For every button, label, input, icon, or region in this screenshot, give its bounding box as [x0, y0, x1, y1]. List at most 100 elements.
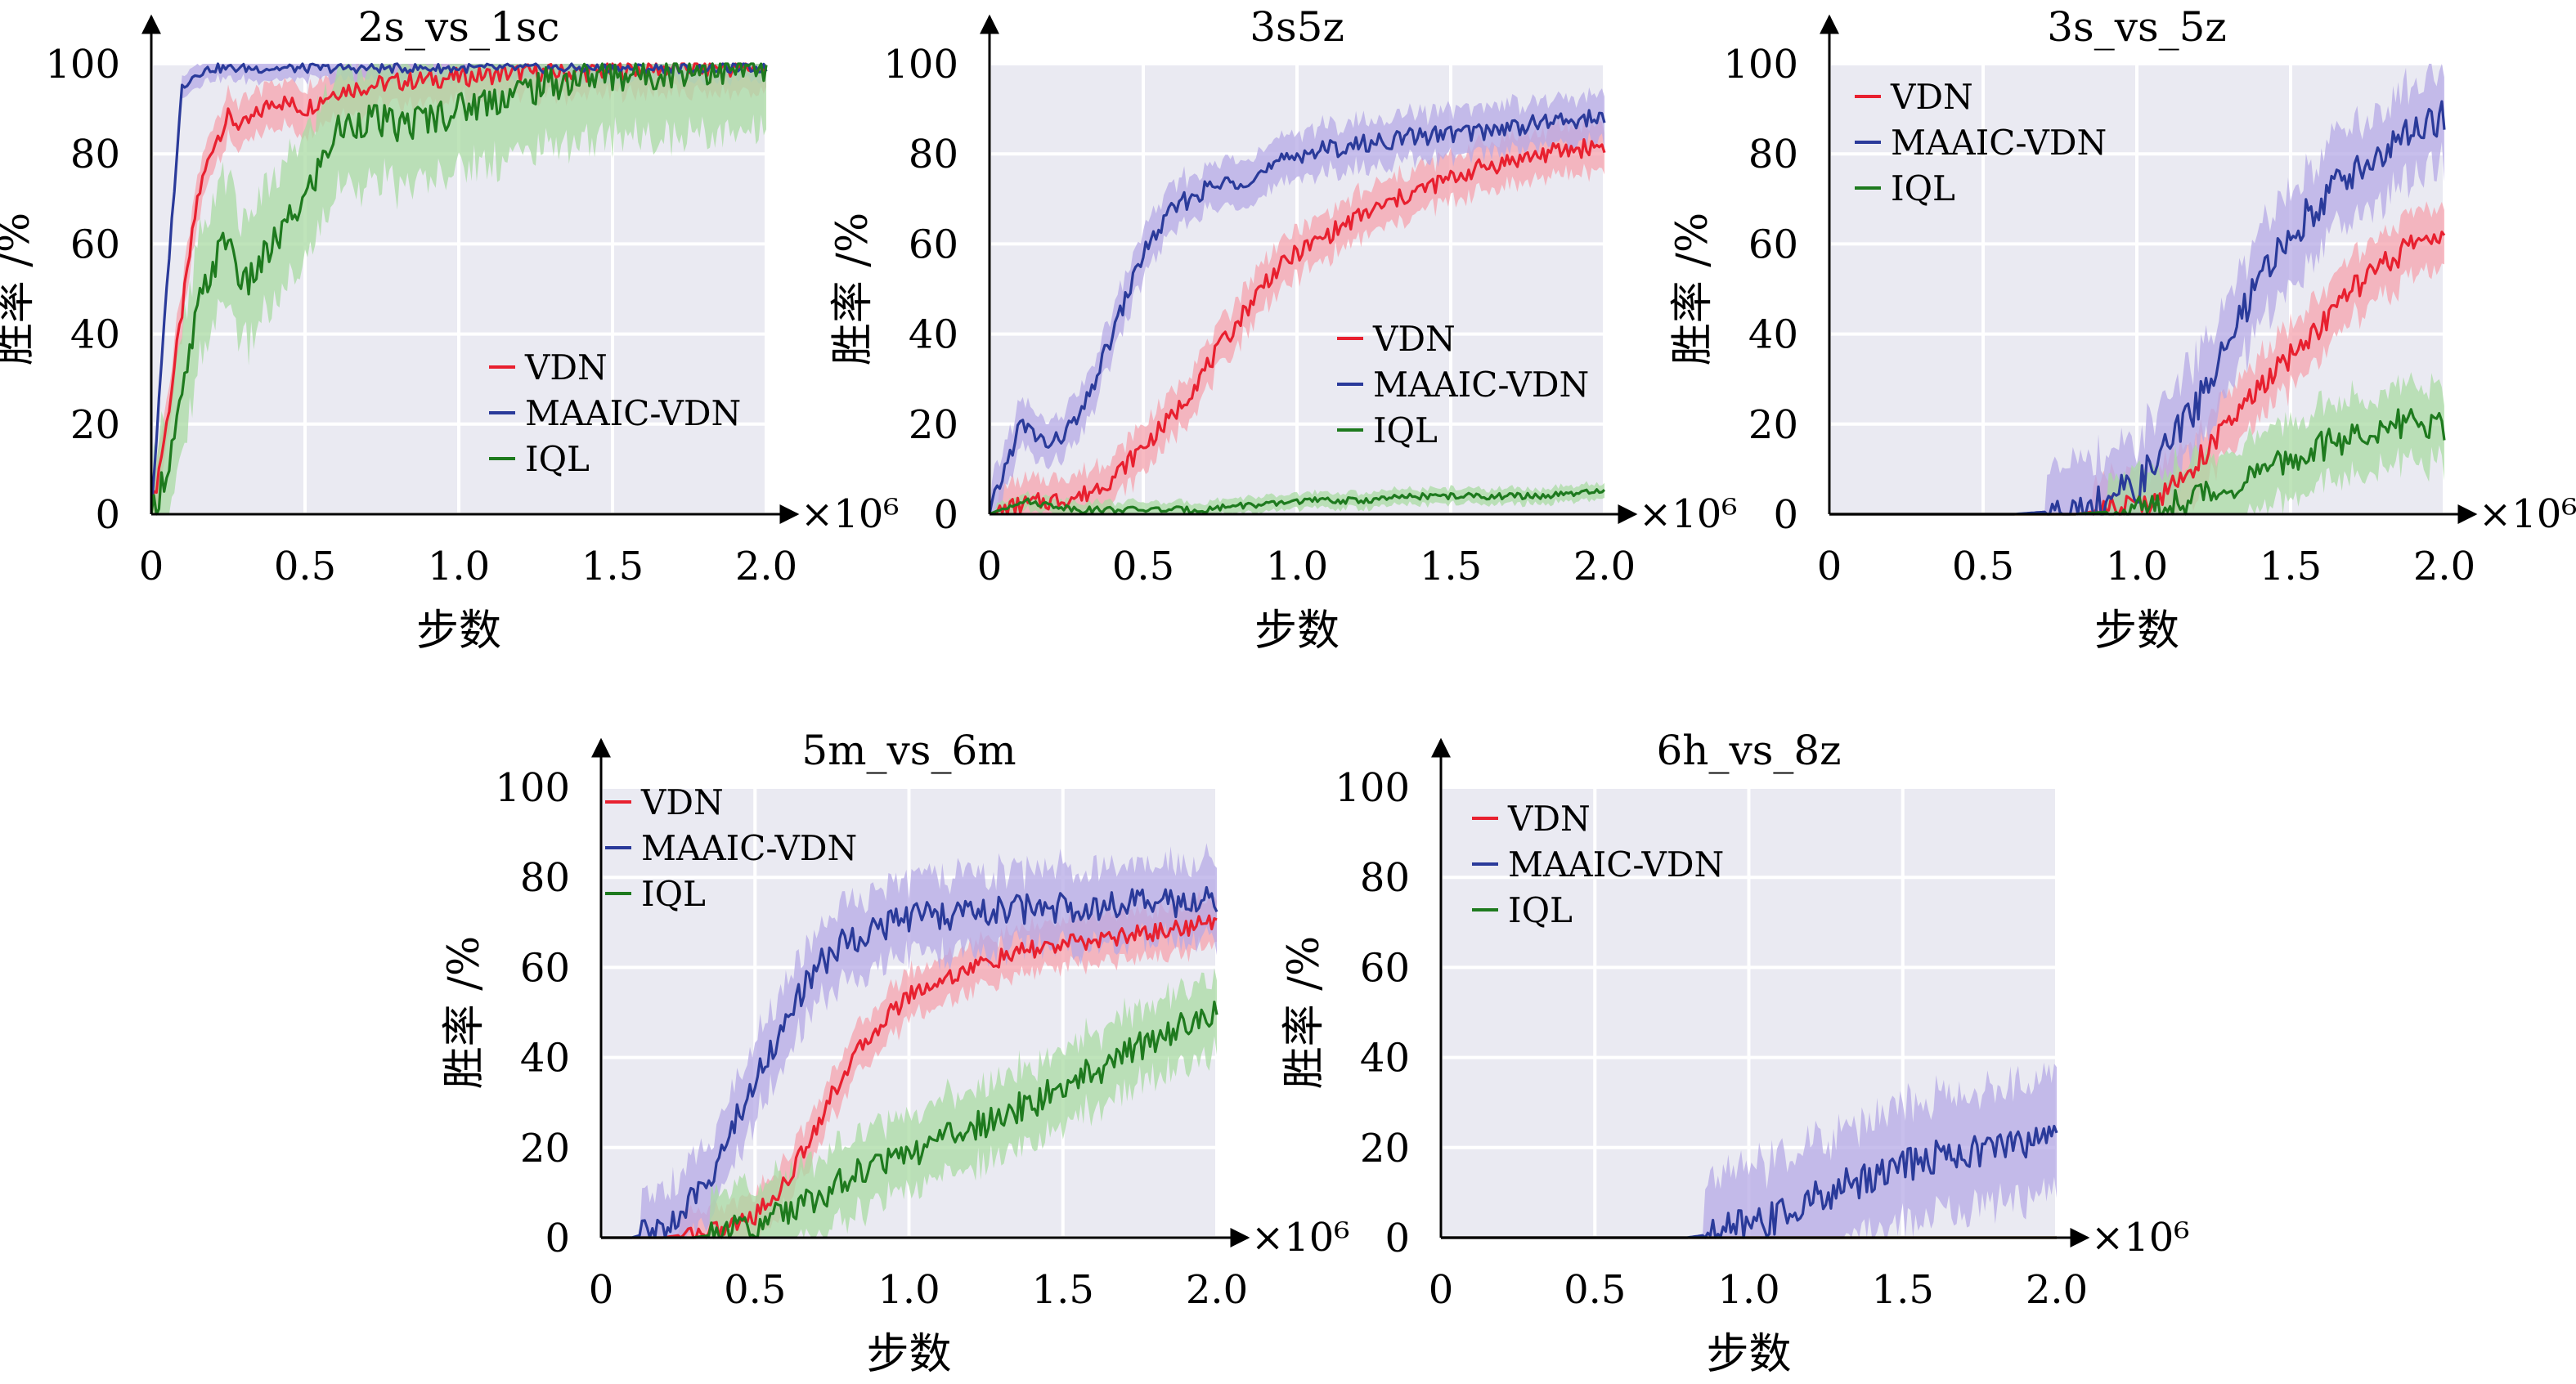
x-tick-label: 0.5	[1564, 1267, 1626, 1313]
y-tick-label: 20	[909, 402, 958, 448]
y-tick-label: 100	[883, 42, 958, 87]
x-axis-label: 步数	[2094, 607, 2179, 656]
legend-label-vdn: VDN	[640, 782, 724, 822]
y-tick-label: 60	[520, 945, 570, 991]
legend-label-vdn: VDN	[1507, 799, 1591, 839]
y-axis-label: 胜率 /%	[0, 213, 39, 365]
x-tick-label: 0.5	[274, 544, 336, 589]
x-tick-label: 1.0	[877, 1267, 940, 1313]
legend: VDN MAAIC-VDN IQL	[1337, 319, 1589, 450]
y-axis-label: 胜率 /%	[1280, 936, 1329, 1089]
legend-label-vdn: VDN	[524, 347, 608, 387]
chart-3s5z: 0 0.5 1.0 1.5 2.0 0 20 40 60 80 100 ×10⁶ 3s5z 步数 胜率 /%…	[828, 3, 1738, 656]
x-tick-label: 2.0	[2026, 1267, 2088, 1313]
x-tick-label: 0.5	[1952, 544, 2014, 589]
x-multiplier: ×10⁶	[2091, 1215, 2190, 1261]
x-multiplier: ×10⁶	[1251, 1215, 1350, 1261]
x-tick-label: 1.5	[581, 544, 644, 589]
legend-label-vdn: VDN	[1372, 319, 1456, 359]
x-axis-label: 步数	[416, 607, 501, 656]
series-band-iql	[990, 481, 1604, 514]
chart-6h-vs-8z: 0 0.5 1.0 1.5 2.0 0 20 40 60 80 100 ×10⁶ 6h_vs_8z 步数 胜…	[1280, 727, 2190, 1379]
x-tick-label: 1.0	[2106, 544, 2168, 589]
chart-5m-vs-6m: 0 0.5 1.0 1.5 2.0 0 20 40 60 80 100 ×10⁶ 5m_vs_6m 步数 胜…	[440, 727, 1350, 1379]
legend-label-maaic-vdn: MAAIC-VDN	[1891, 123, 2107, 163]
legend: VDN MAAIC-VDN IQL	[1472, 799, 1724, 930]
series-band-iql	[601, 968, 1217, 1238]
series-line-iql	[150, 62, 768, 516]
chart-title: 5m_vs_6m	[801, 727, 1016, 774]
x-tick-label: 0	[589, 1267, 614, 1313]
series-line-vdn	[601, 914, 1218, 1239]
x-axis-label: 步数	[1254, 607, 1340, 656]
y-tick-label: 0	[933, 492, 958, 538]
x-multiplier: ×10⁶	[801, 491, 900, 537]
y-tick-label: 0	[1773, 492, 1798, 538]
x-tick-label: 0.5	[1112, 544, 1174, 589]
y-axis-label: 胜率 /%	[1668, 213, 1717, 365]
legend: VDN MAAIC-VDN IQL	[1855, 77, 2107, 208]
legend: VDN MAAIC-VDN IQL	[605, 782, 857, 914]
series-line-vdn	[989, 138, 1606, 516]
y-tick-label: 40	[520, 1036, 570, 1082]
x-tick-label: 1.0	[1717, 1267, 1779, 1313]
y-tick-label: 20	[1748, 402, 1798, 448]
x-axis-label: 步数	[866, 1330, 951, 1379]
legend-label-iql: IQL	[525, 439, 590, 479]
y-tick-label: 100	[1723, 42, 1798, 87]
y-tick-label: 60	[1748, 222, 1798, 267]
legend-label-iql: IQL	[1891, 168, 1955, 208]
y-tick-label: 80	[520, 855, 570, 901]
chart-title: 2s_vs_1sc	[358, 3, 560, 51]
series-line-maaic-vdn	[988, 109, 1606, 515]
y-tick-label: 80	[70, 132, 120, 177]
y-tick-label: 100	[1335, 765, 1410, 811]
y-tick-label: 40	[1360, 1036, 1410, 1082]
y-tick-label: 40	[909, 312, 958, 358]
x-tick-label: 0	[977, 544, 1003, 589]
series-line-iql	[601, 1001, 1218, 1239]
x-multiplier: ×10⁶	[1639, 491, 1738, 537]
x-tick-label: 1.0	[428, 544, 490, 589]
x-tick-label: 0	[139, 544, 164, 589]
legend-label-iql: IQL	[641, 874, 706, 914]
legend-label-maaic-vdn: MAAIC-VDN	[1508, 844, 1724, 885]
y-tick-label: 0	[1384, 1216, 1410, 1261]
x-tick-label: 2.0	[1186, 1267, 1248, 1313]
chart-3s-vs-5z: 0 0.5 1.0 1.5 2.0 0 20 40 60 80 100 ×10⁶ 3s_vs_5z 步数 胜…	[1668, 3, 2576, 656]
x-axis-label: 步数	[1706, 1330, 1791, 1379]
y-tick-label: 80	[909, 132, 958, 177]
x-tick-label: 0.5	[724, 1267, 786, 1313]
x-tick-label: 2.0	[2413, 544, 2475, 589]
series-band-vdn	[1829, 201, 2444, 514]
series-band-vdn	[990, 118, 1604, 514]
y-tick-label: 80	[1360, 855, 1410, 901]
y-tick-label: 60	[70, 222, 120, 267]
x-tick-label: 0	[1817, 544, 1842, 589]
chart-2s-vs-1sc: 0 0.5 1.0 1.5 2.0 0 20 40 60 80 100 ×10⁶ 2s_vs_1sc 步数…	[0, 3, 900, 656]
series-band-maaic-vdn	[990, 87, 1604, 515]
y-tick-label: 40	[1748, 312, 1798, 358]
x-tick-label: 0	[1429, 1267, 1454, 1313]
y-axis-label: 胜率 /%	[440, 936, 489, 1089]
series-band-iql	[151, 64, 766, 514]
chart-title: 3s5z	[1250, 3, 1344, 51]
legend-label-maaic-vdn: MAAIC-VDN	[525, 393, 741, 433]
y-tick-label: 20	[520, 1126, 570, 1171]
y-tick-label: 40	[70, 312, 120, 358]
series-line-iql	[989, 488, 1606, 516]
y-tick-label: 20	[70, 402, 120, 448]
y-tick-label: 60	[1360, 945, 1410, 991]
x-multiplier: ×10⁶	[2479, 491, 2576, 537]
x-tick-label: 1.5	[2260, 544, 2322, 589]
y-tick-label: 100	[45, 42, 120, 87]
legend-label-iql: IQL	[1508, 890, 1573, 930]
y-axis-label: 胜率 /%	[828, 213, 877, 365]
y-tick-label: 0	[545, 1216, 570, 1261]
legend-label-maaic-vdn: MAAIC-VDN	[1373, 365, 1589, 405]
y-tick-label: 60	[909, 222, 958, 267]
x-tick-label: 2.0	[1573, 544, 1636, 589]
chart-title: 3s_vs_5z	[2047, 3, 2227, 51]
legend-label-vdn: VDN	[1890, 77, 1973, 117]
